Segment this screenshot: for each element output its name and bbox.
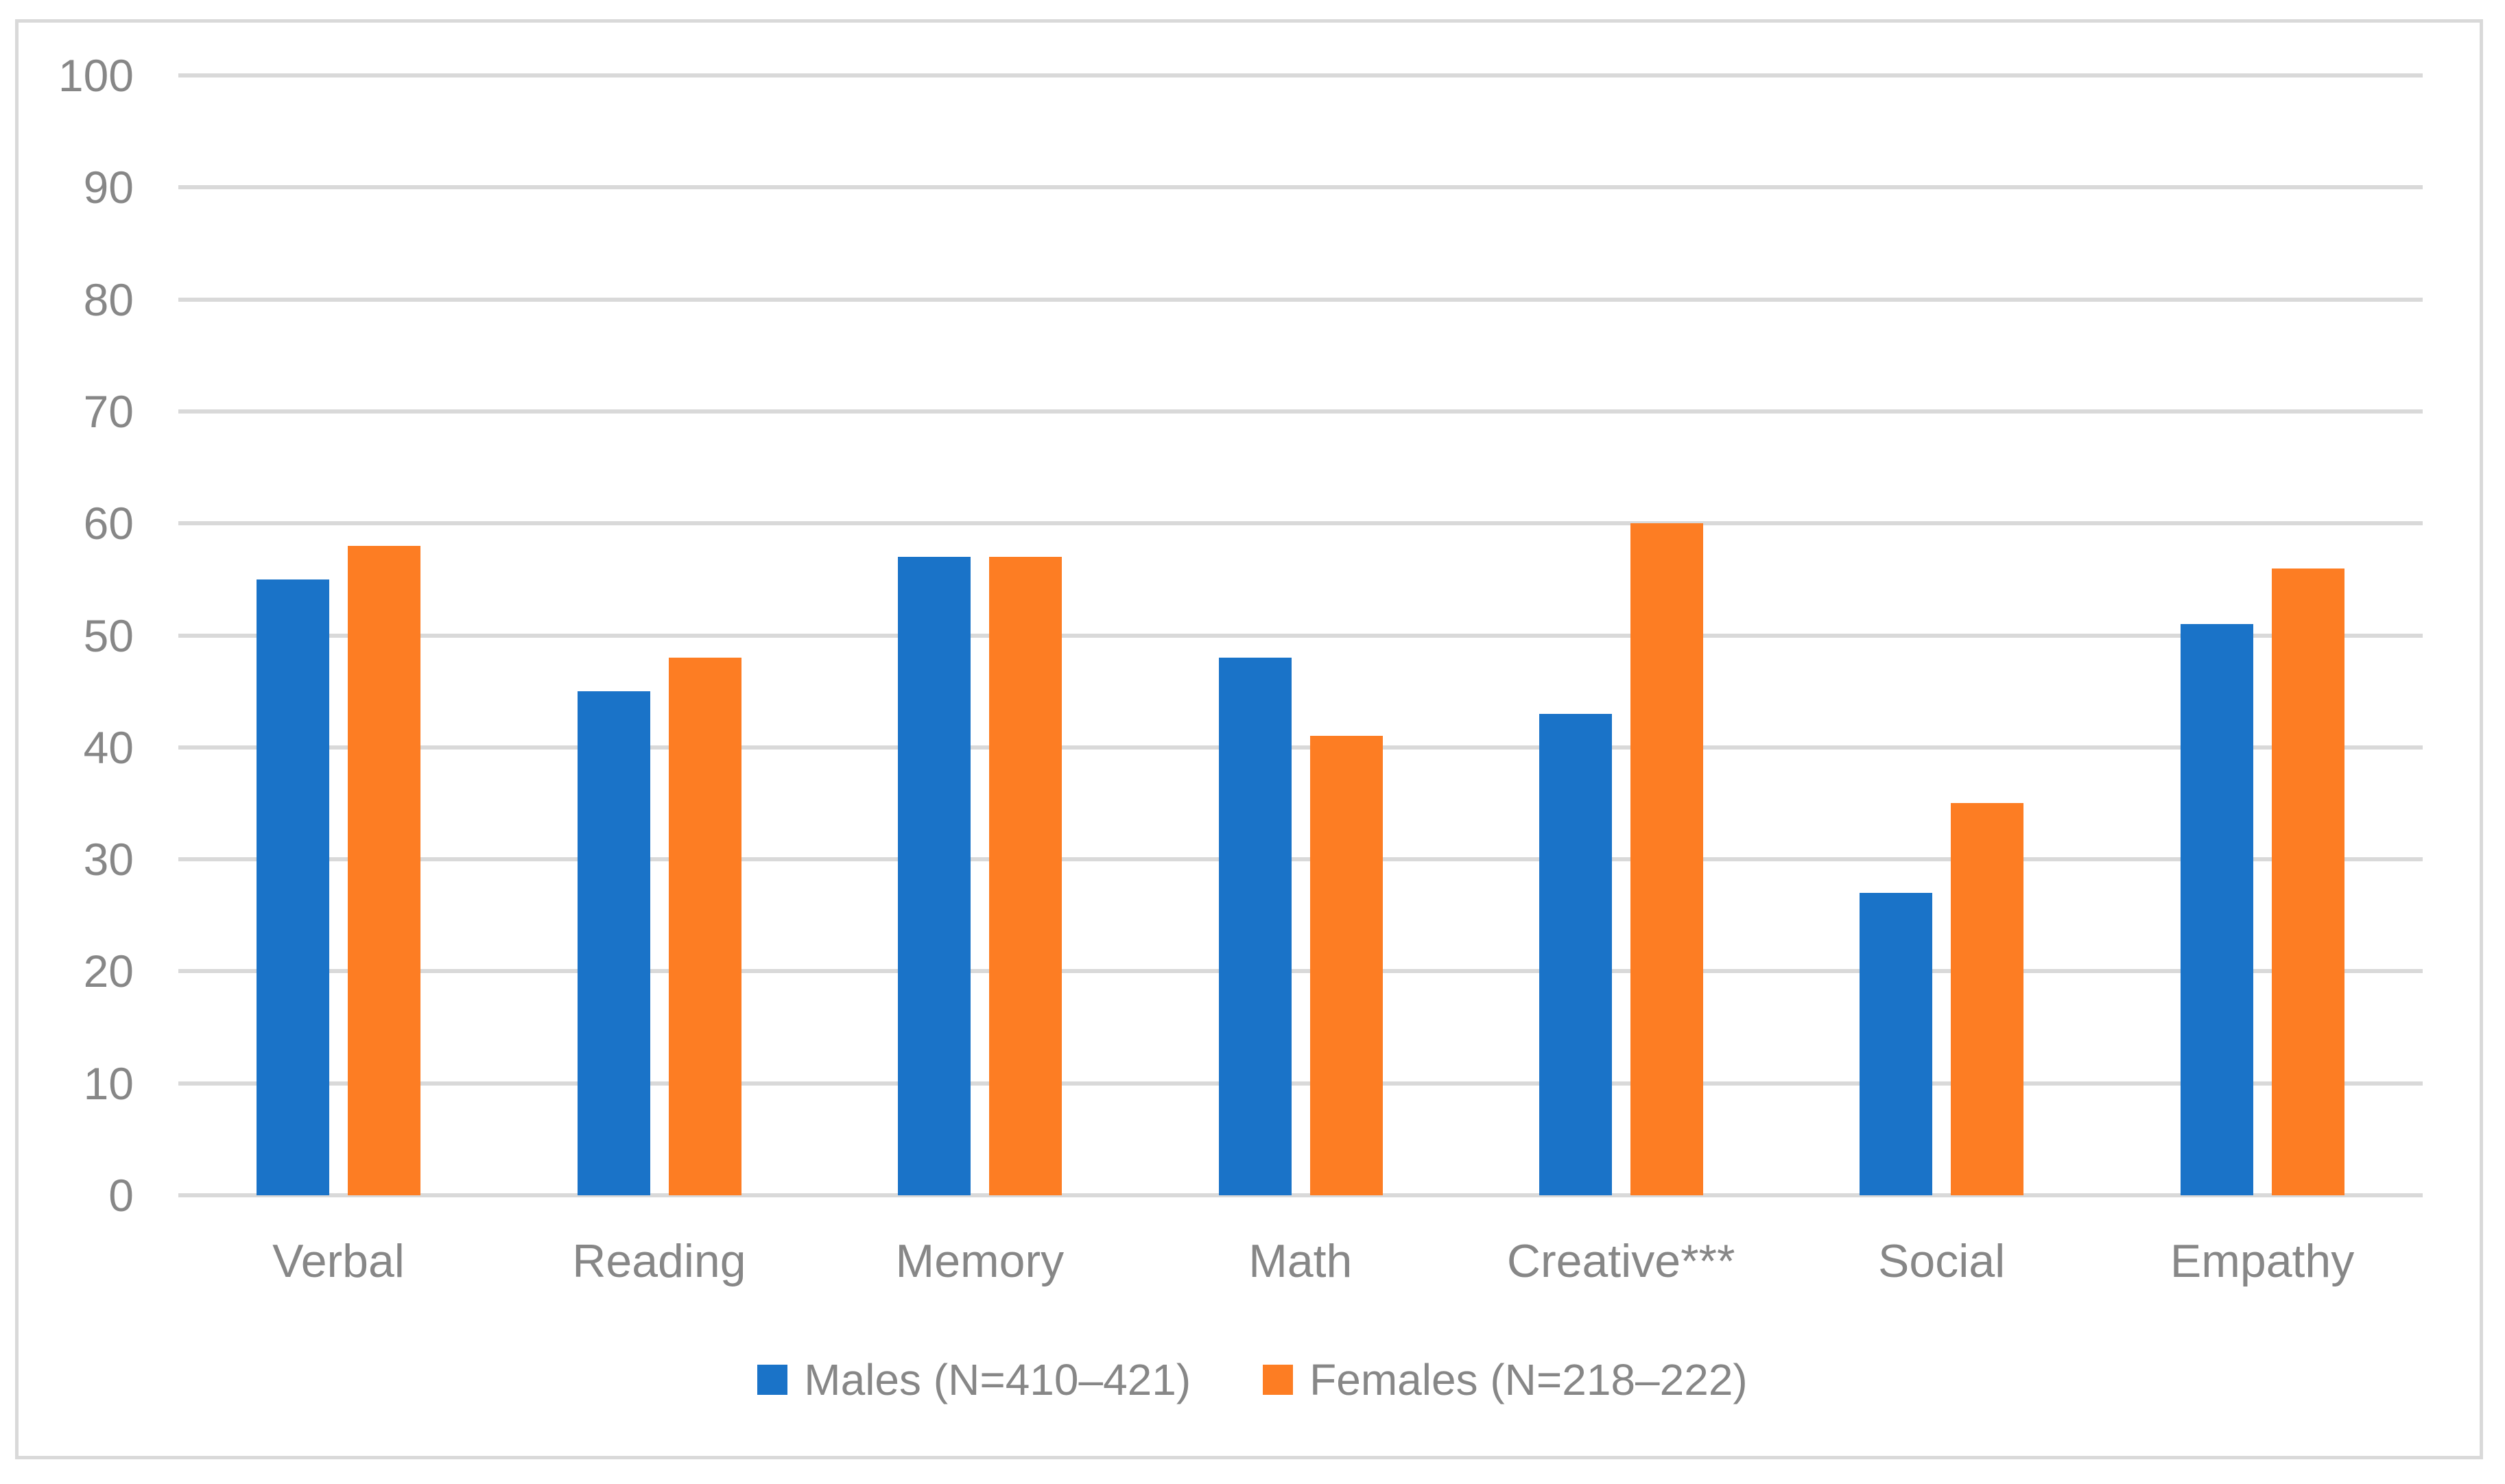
bar-females-math	[1309, 736, 1383, 1195]
gridline-100	[178, 73, 2423, 77]
bar-males-creative	[1539, 713, 1612, 1195]
bar-males-social	[1860, 893, 1933, 1195]
y-tick-label-30: 30	[83, 834, 134, 885]
gridline-30	[178, 857, 2423, 862]
gridline-50	[178, 633, 2423, 638]
gridline-0	[178, 1193, 2423, 1197]
gridline-40	[178, 745, 2423, 750]
bar-females-creative	[1630, 523, 1703, 1195]
bar-females-social	[1951, 803, 2024, 1195]
bar-females-verbal	[348, 545, 421, 1195]
gridline-10	[178, 1081, 2423, 1086]
legend-item-males: Males (N=410–421)	[757, 1354, 1191, 1405]
bar-males-reading	[577, 691, 650, 1195]
y-tick-label-0: 0	[108, 1170, 134, 1221]
bar-males-verbal	[257, 579, 330, 1195]
gridline-80	[178, 297, 2423, 302]
bar-males-memory	[898, 557, 971, 1195]
bar-males-empathy	[2180, 624, 2253, 1195]
x-category-label: Empathy	[2170, 1235, 2355, 1287]
x-category-label: Memory	[895, 1235, 1065, 1287]
x-category-label: Verbal	[272, 1235, 405, 1287]
gridline-20	[178, 969, 2423, 974]
y-tick-label-50: 50	[83, 610, 134, 661]
gridline-60	[178, 521, 2423, 526]
legend-swatch-icon	[1263, 1365, 1294, 1395]
x-category-label: Math	[1248, 1235, 1353, 1287]
y-tick-label-40: 40	[83, 721, 134, 773]
x-category-label: Creative***	[1506, 1235, 1735, 1287]
gridline-90	[178, 185, 2423, 190]
y-tick-label-70: 70	[83, 385, 134, 437]
y-tick-label-100: 100	[58, 50, 134, 101]
bar-females-empathy	[2271, 568, 2344, 1195]
gridline-70	[178, 409, 2423, 414]
legend: Males (N=410–421) Females (N=218–222)	[15, 1354, 2490, 1405]
bar-males-math	[1218, 658, 1292, 1195]
y-tick-label-20: 20	[83, 946, 134, 997]
bar-females-memory	[989, 557, 1062, 1195]
legend-swatch-icon	[757, 1365, 788, 1395]
y-tick-label-90: 90	[83, 162, 134, 213]
y-tick-label-80: 80	[83, 274, 134, 325]
y-tick-label-60: 60	[83, 498, 134, 549]
legend-label: Females (N=218–222)	[1309, 1355, 1748, 1404]
bar-females-reading	[668, 658, 741, 1195]
legend-label: Males (N=410–421)	[804, 1355, 1191, 1404]
plot-area	[178, 73, 2423, 1197]
y-tick-label-10: 10	[83, 1057, 134, 1109]
x-category-label: Reading	[572, 1235, 746, 1287]
x-category-label: Social	[1878, 1235, 2006, 1287]
legend-item-females: Females (N=218–222)	[1263, 1354, 1748, 1405]
